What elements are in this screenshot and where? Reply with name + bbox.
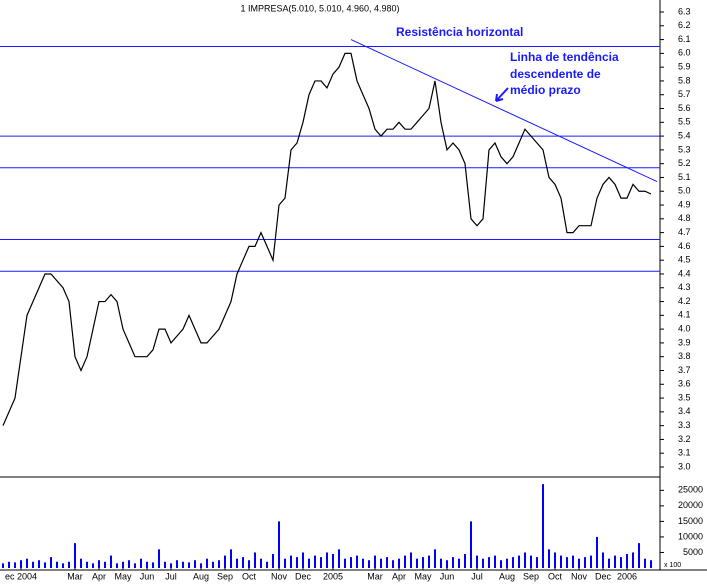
y-tick-label: 5.0 xyxy=(678,186,691,196)
y-tick-label: 5.7 xyxy=(678,89,691,99)
y-tick-label: 4.5 xyxy=(678,255,691,265)
y-tick-label: 4.9 xyxy=(678,199,691,209)
x-tick-label: 2005 xyxy=(323,571,343,581)
chart-title: 1 IMPRESA(5.010, 5.010, 4.960, 4.980) xyxy=(240,3,399,13)
x-tick-label: Mar xyxy=(67,571,83,581)
y-tick-label: 5.3 xyxy=(678,144,691,154)
y-tick-label: 4.3 xyxy=(678,282,691,292)
x-tick-label: Apr xyxy=(92,571,106,581)
x-tick-label: Sep xyxy=(523,571,539,581)
y-tick-label: 3.9 xyxy=(678,337,691,347)
x-tick-label: 2006 xyxy=(617,571,637,581)
y-tick-label: 3.6 xyxy=(678,379,691,389)
x-tick-label: Aug xyxy=(499,571,515,581)
y-tick-label: 5.2 xyxy=(678,158,691,168)
y-tick-label: 5.1 xyxy=(678,172,691,182)
y-tick-label: 4.6 xyxy=(678,241,691,251)
y-tick-label: 4.8 xyxy=(678,213,691,223)
price-line xyxy=(2,52,652,426)
x-tick-label: Jul xyxy=(165,571,177,581)
y-tick-label: 4.4 xyxy=(678,268,691,278)
x-tick-label: May xyxy=(414,571,432,581)
y-tick-label: 3.4 xyxy=(678,406,691,416)
x-tick-label: Apr xyxy=(392,571,406,581)
x-tick-label: Dec xyxy=(295,571,312,581)
arrow xyxy=(495,87,509,102)
x-tick-label: Nov xyxy=(571,571,588,581)
y-tick-label: 6.2 xyxy=(678,20,691,30)
y2-tick-label: 25000 xyxy=(678,485,703,495)
y-tick-label: 3.3 xyxy=(678,420,691,430)
y-tick-label: 4.0 xyxy=(678,323,691,333)
x-tick-label: Oct xyxy=(548,571,563,581)
x-tick-label: May xyxy=(114,571,132,581)
y2-tick-label: 5000 xyxy=(683,547,703,557)
y-tick-label: 3.7 xyxy=(678,365,691,375)
y2-tick-label: 10000 xyxy=(678,531,703,541)
annotation: Linha de tendência xyxy=(510,50,619,64)
y-tick-label: 5.5 xyxy=(678,117,691,127)
y-tick-label: 6.0 xyxy=(678,48,691,58)
x-tick-label: Jun xyxy=(140,571,155,581)
y-tick-label: 6.1 xyxy=(678,34,691,44)
y2-tick-label: 15000 xyxy=(678,516,703,526)
x-tick-label: Mar xyxy=(367,571,383,581)
x-tick-label: Aug xyxy=(193,571,209,581)
annotation: médio prazo xyxy=(510,83,581,97)
y-tick-label: 4.1 xyxy=(678,310,691,320)
y-tick-label: 4.2 xyxy=(678,296,691,306)
x-tick-label: Sep xyxy=(217,571,233,581)
y-tick-label: 5.9 xyxy=(678,62,691,72)
volume-unit: x 100 xyxy=(664,562,681,569)
y-tick-label: 5.8 xyxy=(678,75,691,85)
x-tick-label: Nov xyxy=(271,571,288,581)
y-tick-label: 3.8 xyxy=(678,351,691,361)
x-tick-label: ec 2004 xyxy=(5,571,37,581)
y-tick-label: 3.5 xyxy=(678,392,691,402)
x-tick-label: Oct xyxy=(242,571,257,581)
annotation: descendente de xyxy=(510,67,601,81)
x-tick-label: Jul xyxy=(471,571,483,581)
trend-line xyxy=(350,39,658,183)
x-tick-label: Dec xyxy=(595,571,612,581)
annotation: Resistência horizontal xyxy=(396,25,523,39)
y-tick-label: 3.1 xyxy=(678,448,691,458)
x-tick-label: Jun xyxy=(440,571,455,581)
y-tick-label: 4.7 xyxy=(678,227,691,237)
y-tick-label: 3.2 xyxy=(678,434,691,444)
y2-tick-label: 20000 xyxy=(678,500,703,510)
y-tick-label: 5.6 xyxy=(678,103,691,113)
y-tick-label: 5.4 xyxy=(678,130,691,140)
y-tick-label: 6.3 xyxy=(678,6,691,16)
y-tick-label: 3.0 xyxy=(678,461,691,471)
